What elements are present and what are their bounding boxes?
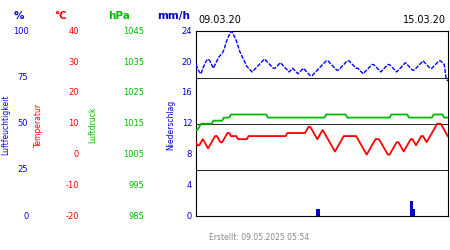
Text: Luftfeuchtigkeit: Luftfeuchtigkeit bbox=[1, 95, 10, 155]
Text: 24: 24 bbox=[182, 27, 192, 36]
Text: 50: 50 bbox=[18, 119, 28, 128]
Text: 30: 30 bbox=[68, 58, 79, 66]
Text: Erstellt: 09.05.2025 05:54: Erstellt: 09.05.2025 05:54 bbox=[209, 234, 310, 242]
Bar bbox=[410, 201, 412, 216]
Text: -10: -10 bbox=[65, 181, 79, 190]
Text: 75: 75 bbox=[18, 73, 28, 82]
Text: 995: 995 bbox=[128, 181, 144, 190]
Text: 20: 20 bbox=[68, 88, 79, 98]
Text: 1035: 1035 bbox=[123, 58, 144, 66]
Text: 1015: 1015 bbox=[123, 119, 144, 128]
Text: hPa: hPa bbox=[108, 11, 130, 21]
Text: 20: 20 bbox=[182, 58, 192, 66]
Text: 0: 0 bbox=[187, 212, 192, 221]
Text: 25: 25 bbox=[18, 166, 28, 174]
Bar bbox=[318, 208, 320, 216]
Text: 8: 8 bbox=[187, 150, 192, 159]
Text: °C: °C bbox=[54, 11, 67, 21]
Text: 100: 100 bbox=[13, 27, 28, 36]
Text: Niederschlag: Niederschlag bbox=[166, 100, 176, 150]
Text: -20: -20 bbox=[65, 212, 79, 221]
Text: Temperatur: Temperatur bbox=[34, 103, 43, 147]
Text: 0: 0 bbox=[23, 212, 28, 221]
Text: 16: 16 bbox=[181, 88, 192, 98]
Bar bbox=[316, 208, 318, 216]
Text: mm/h: mm/h bbox=[157, 11, 190, 21]
Text: Luftdruck: Luftdruck bbox=[88, 107, 97, 143]
Text: 1045: 1045 bbox=[123, 27, 144, 36]
Bar bbox=[412, 201, 414, 216]
Text: 985: 985 bbox=[128, 212, 144, 221]
Text: 09.03.20: 09.03.20 bbox=[198, 15, 241, 25]
Text: 1025: 1025 bbox=[123, 88, 144, 98]
Text: 40: 40 bbox=[68, 27, 79, 36]
Text: %: % bbox=[14, 11, 24, 21]
Text: 1005: 1005 bbox=[123, 150, 144, 159]
Text: 15.03.20: 15.03.20 bbox=[402, 15, 446, 25]
Text: 10: 10 bbox=[68, 119, 79, 128]
Text: 0: 0 bbox=[73, 150, 79, 159]
Text: 12: 12 bbox=[182, 119, 192, 128]
Bar bbox=[414, 208, 415, 216]
Text: 4: 4 bbox=[187, 181, 192, 190]
